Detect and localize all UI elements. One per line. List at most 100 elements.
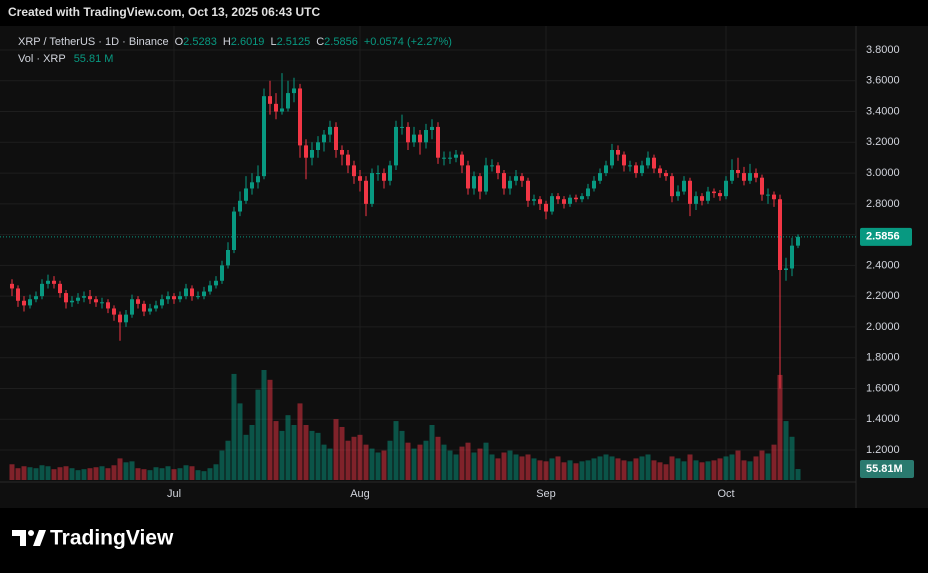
volume-bar: [147, 470, 153, 480]
volume-bar: [315, 432, 321, 480]
candle-body: [148, 308, 152, 312]
o-label: O: [175, 36, 184, 48]
volume-bar: [225, 440, 231, 480]
candle-body: [250, 182, 254, 189]
candle-body: [244, 188, 248, 201]
candle-body: [268, 96, 272, 104]
candle-body: [628, 165, 632, 167]
candle-body: [370, 173, 374, 204]
candle-body: [472, 176, 476, 189]
candle-body: [760, 177, 764, 195]
volume-bar: [609, 456, 615, 480]
plot: 1.2000 1.4000 1.6000 1.8000 2.0000 2.2000 2.40…: [0, 26, 914, 500]
ohlc-header: XRP / TetherUS · 1D · Binance O2.5283 H2.6…: [18, 36, 452, 48]
candle-body: [616, 150, 620, 155]
y-tick-label: 2.2000: [866, 290, 900, 302]
volume-bar: [417, 444, 423, 480]
volume-badge-label: 55.81M: [866, 463, 903, 475]
volume-bar: [453, 454, 459, 480]
volume-bar: [45, 466, 51, 480]
volume-bar: [459, 446, 465, 480]
volume-bar: [411, 448, 417, 480]
vol-label: Vol · XRP: [18, 53, 66, 65]
candle-body: [376, 173, 380, 175]
candle-body: [682, 180, 686, 192]
candle-body: [556, 196, 560, 200]
volume-bar: [525, 454, 531, 480]
y-tick-label: 1.8000: [866, 352, 900, 364]
candle-body: [754, 173, 758, 178]
candle-body: [736, 170, 740, 174]
y-tick-label: 3.4000: [866, 105, 900, 117]
candle-body: [436, 126, 440, 158]
volume-bar: [333, 419, 339, 480]
y-tick-label: 3.0000: [866, 167, 900, 179]
volume-bar: [543, 461, 549, 480]
candle-body: [274, 103, 278, 112]
volume-bar: [549, 458, 555, 480]
l-value: 2.5125: [277, 36, 311, 48]
legend-header: XRP / TetherUS · 1D · Binance O2.5283 H2.6…: [18, 36, 452, 65]
volume-bar: [195, 470, 201, 480]
volume-bar: [273, 421, 279, 480]
volume-bar: [231, 373, 237, 480]
volume-bar: [495, 458, 501, 480]
credit: Created with TradingView.com, Oct 13, 20…: [8, 5, 320, 19]
candle-body: [70, 300, 74, 303]
candle-body: [22, 300, 26, 306]
volume-bar: [771, 444, 777, 480]
logo-mark: [12, 530, 26, 546]
volume-bar: [183, 465, 189, 480]
candle-body: [772, 194, 776, 200]
y-tick-label: 1.6000: [866, 382, 900, 394]
y-tick-label: 2.0000: [866, 321, 900, 333]
candle-body: [496, 165, 500, 174]
candle-body: [178, 296, 182, 300]
candle-body: [286, 93, 290, 109]
volume-bar: [159, 468, 165, 480]
candle-body: [238, 200, 242, 212]
candle-body: [220, 265, 224, 281]
candle-body: [280, 108, 284, 112]
candle-body: [364, 180, 368, 204]
volume-bar: [699, 462, 705, 480]
candle-body: [196, 296, 200, 298]
volume-bar: [513, 454, 519, 480]
x-tick-label: Oct: [717, 488, 734, 500]
candle-body: [88, 296, 92, 300]
candle-body: [406, 126, 410, 143]
volume-bar: [471, 452, 477, 480]
candle-body: [40, 283, 44, 297]
volume-bar: [219, 450, 225, 480]
volume-bar: [465, 442, 471, 480]
candle-body: [388, 165, 392, 181]
x-tick-label: Sep: [536, 488, 556, 500]
candle-body: [52, 280, 56, 284]
volume-header: Vol · XRP 55.81 M: [18, 53, 113, 65]
chart-panel: [0, 26, 928, 508]
y-tick-label: 2.8000: [866, 198, 900, 210]
volume-bar: [177, 468, 183, 480]
candle-body: [742, 173, 746, 181]
candle-body: [256, 176, 260, 183]
volume-bar: [681, 461, 687, 480]
candle-body: [550, 196, 554, 212]
candle-body: [460, 154, 464, 166]
volume-bar: [327, 448, 333, 480]
volume-bar: [171, 469, 177, 480]
candle-body: [94, 299, 98, 303]
volume-bar: [441, 444, 447, 480]
candle-body: [568, 197, 572, 204]
candle-body: [454, 154, 458, 158]
volume-bar: [507, 450, 513, 480]
volume-bar: [363, 444, 369, 480]
volume-bar: [375, 452, 381, 480]
candle-body: [166, 296, 170, 300]
logo-slash: [33, 530, 46, 546]
candle-body: [532, 199, 536, 201]
candle-body: [778, 199, 782, 270]
candle-body: [226, 250, 230, 266]
volume-bar: [279, 430, 285, 480]
candle-body: [544, 203, 548, 212]
volume-bar: [663, 464, 669, 480]
